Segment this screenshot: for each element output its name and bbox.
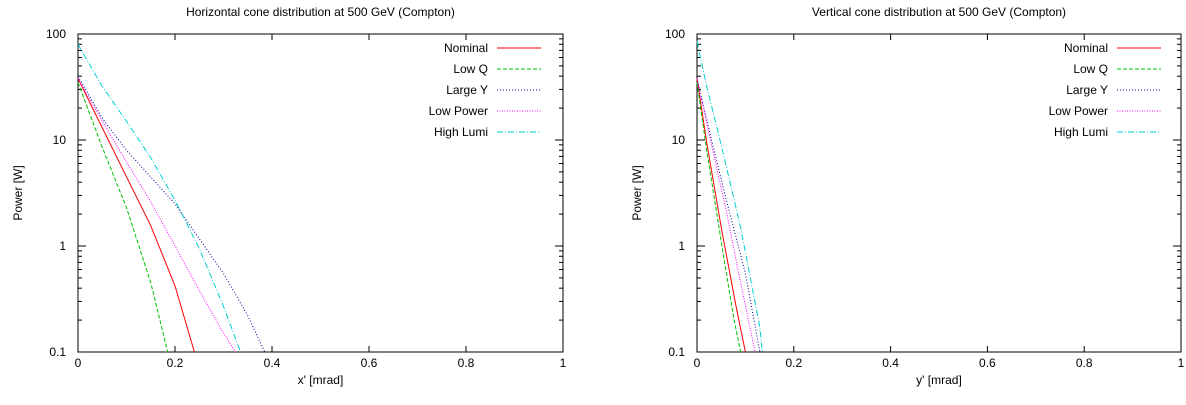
legend-label: Nominal <box>1064 41 1108 55</box>
x-tick-label: 1 <box>1178 356 1185 370</box>
series-line-nominal <box>77 78 195 353</box>
y-tick-label: 100 <box>665 27 685 41</box>
legend-label: High Lumi <box>1054 125 1108 139</box>
series-line-low-q <box>696 82 742 353</box>
legend-label: Low Q <box>453 62 488 76</box>
y-axis-title: Power [W] <box>11 165 25 220</box>
x-tick-label: 1 <box>560 356 567 370</box>
y-tick-label: 100 <box>46 27 66 41</box>
y-tick-label: 10 <box>672 133 686 147</box>
x-tick-label: 0.6 <box>361 356 378 370</box>
legend-label: Low Power <box>429 104 488 118</box>
x-axis-title: y' [mrad] <box>916 373 962 387</box>
y-tick-label: 1 <box>678 239 685 253</box>
x-tick-label: 0.2 <box>167 356 184 370</box>
x-tick-label: 0 <box>75 356 82 370</box>
x-tick-label: 0.6 <box>979 356 996 370</box>
legend-label: Nominal <box>444 41 488 55</box>
series-line-high-lumi <box>696 41 763 353</box>
series-line-nominal <box>696 78 746 353</box>
chart-title: Vertical cone distribution at 500 GeV (C… <box>812 5 1066 19</box>
x-tick-label: 0.4 <box>264 356 281 370</box>
x-tick-label: 0.8 <box>458 356 475 370</box>
x-tick-label: 0.4 <box>882 356 899 370</box>
series-line-low-q <box>77 82 169 353</box>
series-line-low-power <box>696 78 756 353</box>
y-tick-label: 0.1 <box>49 345 66 359</box>
series-line-large-y <box>696 78 761 353</box>
legend-label: Low Power <box>1049 104 1108 118</box>
y-tick-label: 1 <box>59 239 66 253</box>
x-tick-label: 0.2 <box>785 356 802 370</box>
legend-label: Large Y <box>1066 83 1108 97</box>
x-tick-label: 0 <box>694 356 701 370</box>
x-axis-title: x' [mrad] <box>298 373 344 387</box>
chart-1: Vertical cone distribution at 500 GeV (C… <box>630 5 1185 387</box>
y-tick-label: 10 <box>53 133 67 147</box>
chart-0: Horizontal cone distribution at 500 GeV … <box>11 5 567 387</box>
legend-label: Low Q <box>1073 62 1108 76</box>
series-line-high-lumi <box>77 44 241 353</box>
series-line-low-power <box>77 78 237 353</box>
x-tick-label: 0.8 <box>1076 356 1093 370</box>
plot-frame <box>77 33 564 353</box>
plot-frame <box>696 33 1182 353</box>
y-axis-title: Power [W] <box>630 165 644 220</box>
chart-title: Horizontal cone distribution at 500 GeV … <box>186 5 455 19</box>
y-tick-label: 0.1 <box>668 345 685 359</box>
legend-label: Large Y <box>446 83 488 97</box>
legend-label: High Lumi <box>434 125 488 139</box>
series-line-large-y <box>77 75 266 353</box>
